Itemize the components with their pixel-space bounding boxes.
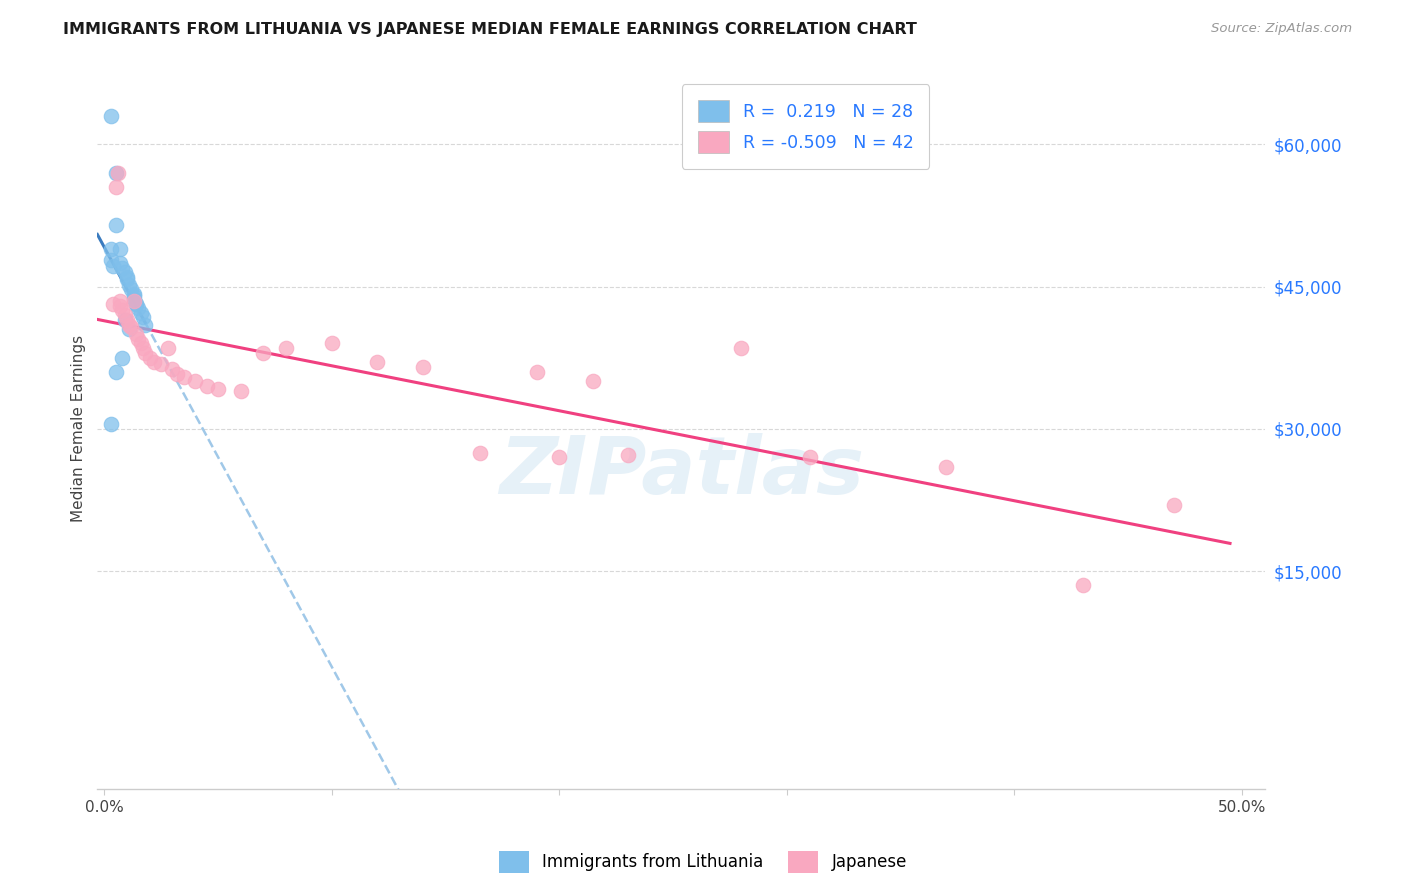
Point: [122, 293, 145, 308]
Point: [115, 270, 138, 285]
Point: [730, 341, 752, 355]
Point: [121, 320, 143, 334]
Point: [108, 242, 131, 256]
Point: [108, 293, 131, 308]
Point: [100, 417, 122, 431]
Point: [100, 109, 122, 123]
Point: [121, 282, 143, 296]
Point: [195, 379, 218, 393]
Point: [125, 326, 148, 341]
Point: [173, 369, 195, 384]
Point: [104, 166, 127, 180]
Point: [143, 355, 166, 369]
Point: [184, 375, 207, 389]
Point: [134, 318, 156, 332]
Text: IMMIGRANTS FROM LITHUANIA VS JAPANESE MEDIAN FEMALE EARNINGS CORRELATION CHART: IMMIGRANTS FROM LITHUANIA VS JAPANESE ME…: [63, 22, 917, 37]
Point: [111, 303, 134, 318]
Point: [108, 256, 131, 270]
Point: [122, 287, 145, 301]
Point: [132, 310, 155, 324]
Legend: R =  0.219   N = 28, R = -0.509   N = 42: R = 0.219 N = 28, R = -0.509 N = 42: [682, 85, 929, 169]
Point: [118, 322, 141, 336]
Text: ZIPatlas: ZIPatlas: [499, 434, 863, 511]
Point: [114, 265, 136, 279]
Point: [104, 180, 127, 194]
Point: [166, 367, 188, 381]
Point: [104, 365, 127, 379]
Point: [616, 449, 638, 463]
Point: [129, 336, 152, 351]
Point: [108, 299, 131, 313]
Point: [1071, 578, 1094, 592]
Y-axis label: Median Female Earnings: Median Female Earnings: [72, 335, 86, 523]
Point: [366, 355, 388, 369]
Point: [412, 360, 434, 375]
Point: [276, 341, 298, 355]
Point: [150, 357, 173, 371]
Point: [156, 341, 179, 355]
Point: [1163, 498, 1185, 512]
Point: [125, 296, 148, 310]
Point: [114, 308, 136, 322]
Point: [127, 301, 149, 316]
Point: [582, 375, 605, 389]
Point: [107, 166, 129, 180]
Point: [138, 351, 160, 365]
Legend: Immigrants from Lithuania, Japanese: Immigrants from Lithuania, Japanese: [492, 845, 914, 880]
Point: [103, 296, 125, 310]
Point: [799, 450, 821, 465]
Point: [103, 259, 125, 273]
Point: [122, 289, 145, 303]
Point: [100, 242, 122, 256]
Point: [118, 277, 141, 292]
Point: [114, 313, 136, 327]
Point: [468, 445, 491, 459]
Point: [118, 318, 141, 332]
Point: [526, 365, 548, 379]
Point: [207, 382, 229, 396]
Point: [125, 296, 148, 310]
Point: [115, 313, 138, 327]
Point: [935, 459, 957, 474]
Point: [252, 346, 274, 360]
Point: [548, 450, 571, 465]
Point: [115, 272, 138, 286]
Point: [129, 306, 152, 320]
Point: [104, 218, 127, 232]
Point: [229, 384, 252, 398]
Point: [100, 253, 122, 268]
Point: [132, 341, 155, 355]
Point: [111, 351, 134, 365]
Text: Source: ZipAtlas.com: Source: ZipAtlas.com: [1212, 22, 1353, 36]
Point: [122, 292, 145, 306]
Point: [127, 332, 149, 346]
Point: [321, 336, 343, 351]
Point: [162, 362, 184, 376]
Point: [134, 346, 156, 360]
Point: [111, 260, 134, 275]
